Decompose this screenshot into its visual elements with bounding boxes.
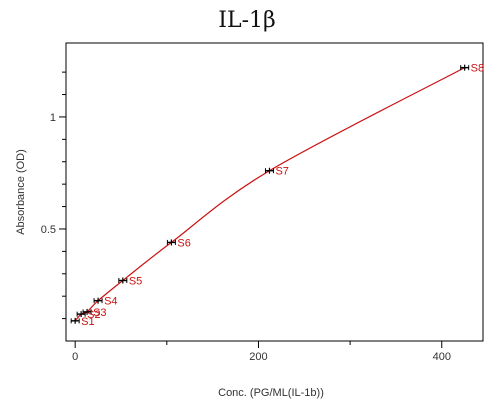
y-axis-label: Absorbance (OD) [15,149,27,235]
data-point-s7: S7 [264,166,289,178]
point-label: S6 [177,237,190,249]
x-axis-label: Conc. (PG/ML(IL-1b)) [218,387,324,399]
x-tick-label: 0 [72,351,78,363]
point-label: S7 [275,166,288,178]
point-label: S5 [129,276,142,288]
data-point-s5: S5 [118,276,142,288]
plot-frame [65,42,484,342]
x-axis-ticks: 0 200 400 [72,341,451,363]
point-label: S1 [81,316,94,328]
x-tick-label: 200 [249,351,267,363]
data-point-s4: S4 [93,296,118,308]
point-label: S3 [93,307,106,319]
y-tick-label: 0.5 [41,224,56,236]
data-point-s1: S1 [70,316,95,328]
x-tick-label: 400 [433,351,451,363]
data-point-s3: S3 [82,307,107,319]
chart-title: IL-1β [218,8,275,33]
y-axis-ticks: 0.51 [41,71,66,320]
point-label: S4 [104,296,117,308]
data-point-s8: S8 [460,63,484,75]
data-point-s6: S6 [166,237,191,249]
y-tick-label: 1 [50,112,56,124]
point-label: S8 [471,63,484,75]
